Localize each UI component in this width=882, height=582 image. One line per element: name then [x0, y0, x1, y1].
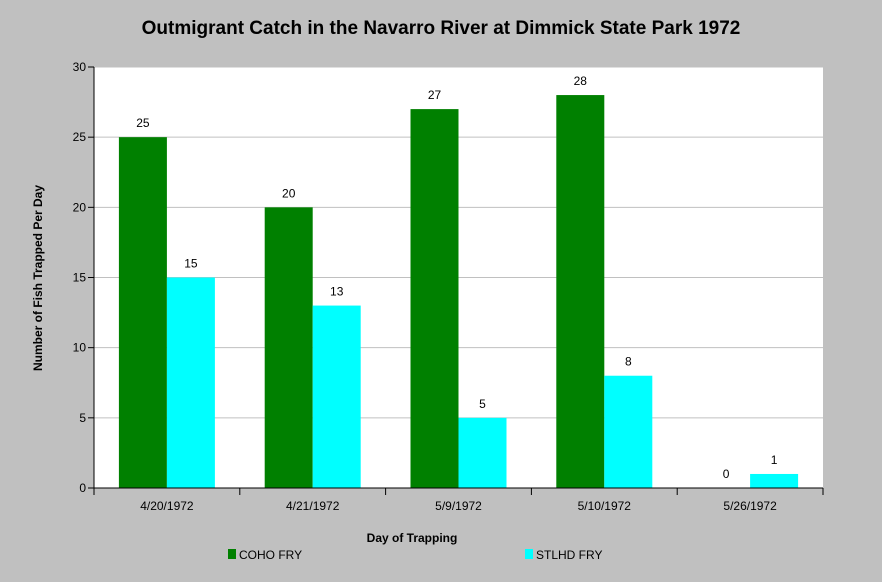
y-axis-title: Number of Fish Trapped Per Day — [31, 185, 45, 371]
bar-coho — [264, 207, 313, 489]
bar-coho — [410, 109, 459, 488]
data-label: 5 — [479, 397, 486, 411]
x-tick-label: 4/21/1972 — [286, 499, 340, 513]
legend-swatch — [228, 549, 236, 559]
bar-coho — [556, 95, 605, 489]
legend-swatch — [525, 549, 533, 559]
x-axis-title: Day of Trapping — [367, 531, 458, 545]
legend-label: STLHD FRY — [536, 548, 602, 562]
bar-stlhd — [166, 277, 215, 488]
bar-coho — [118, 137, 167, 488]
data-label: 15 — [184, 257, 198, 271]
x-tick-label: 4/20/1972 — [140, 499, 194, 513]
y-tick-label: 5 — [79, 411, 86, 425]
bar-stlhd — [312, 305, 361, 488]
data-label: 25 — [136, 116, 150, 130]
chart-title: Outmigrant Catch in the Navarro River at… — [141, 18, 741, 39]
bar-stlhd — [750, 473, 799, 488]
bars — [118, 95, 799, 489]
y-tick-label: 15 — [73, 271, 87, 285]
data-labels: 25 20 27 28 0 15 13 5 8 1 — [136, 74, 778, 481]
legend-label: COHO FRY — [239, 548, 302, 562]
x-tick-label: 5/9/1972 — [435, 499, 482, 513]
legend: COHO FRY STLHD FRY — [228, 548, 602, 562]
data-label: 1 — [771, 453, 778, 467]
data-label: 8 — [625, 355, 632, 369]
y-tick-label: 0 — [79, 481, 86, 495]
data-label: 20 — [282, 186, 296, 200]
y-tick-label: 30 — [73, 60, 87, 74]
y-tick-label: 25 — [73, 130, 87, 144]
y-tick-label: 10 — [73, 341, 87, 355]
bar-stlhd — [458, 417, 507, 488]
y-tick-label: 20 — [73, 200, 87, 214]
data-label: 28 — [574, 74, 588, 88]
data-label: 27 — [428, 88, 442, 102]
x-tick-label: 5/26/1972 — [723, 499, 777, 513]
data-label: 0 — [723, 467, 730, 481]
x-tick-label: 5/10/1972 — [578, 499, 632, 513]
bar-stlhd — [604, 375, 653, 488]
data-label: 13 — [330, 285, 344, 299]
